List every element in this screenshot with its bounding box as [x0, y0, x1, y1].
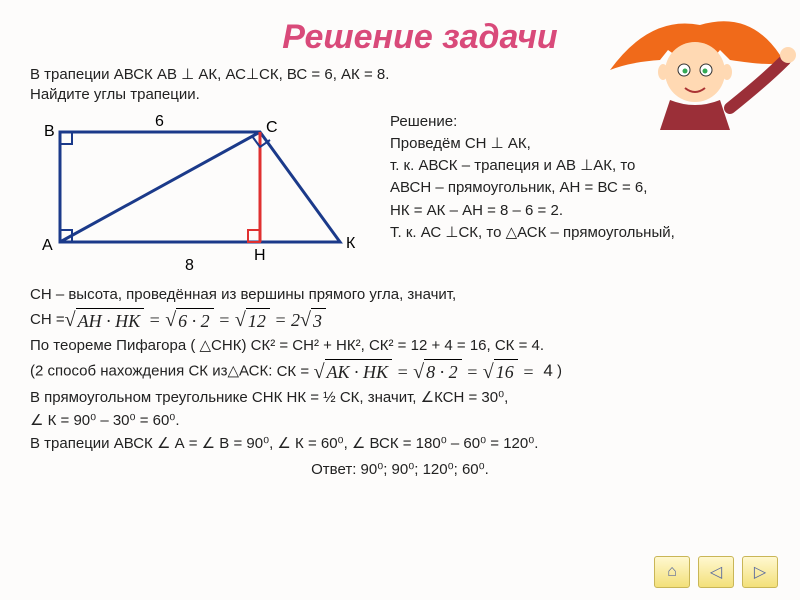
svg-text:С: С: [266, 119, 278, 136]
solution-line: По теореме Пифагора ( △СНК) СК² = СН² + …: [30, 336, 770, 356]
svg-text:Н: Н: [254, 247, 266, 264]
solution-line: В прямоугольном треугольнике СНК НК = ½ …: [30, 388, 770, 408]
formula-ch: СН = √АН · НК = √6 · 2 = √12 = 2 √3: [30, 308, 770, 333]
formula-ck: (2 способ нахождения СК из△АСК: СК = √АК…: [30, 359, 770, 384]
sol-line: АВСН – прямоугольник, АН = ВС = 6,: [390, 178, 770, 198]
solution-line: ∠ К = 90⁰ – 30⁰ = 60⁰.: [30, 411, 770, 431]
svg-text:В: В: [44, 123, 55, 140]
solution-line: В трапеции АВСК ∠ А = ∠ В = 90⁰, ∠ К = 6…: [30, 434, 770, 454]
nav-bar: ⌂ ◁ ▷: [654, 556, 778, 588]
sol-line: НК = АК – АН = 8 – 6 = 2.: [390, 201, 770, 221]
answer-line: Ответ: 90⁰; 90⁰; 120⁰; 60⁰.: [30, 460, 770, 480]
sol-line: т. к. АВСК – трапеция и АВ ⊥АК, то: [390, 156, 770, 176]
prev-button[interactable]: ◁: [698, 556, 734, 588]
trapezoid-diagram: 6 8 В С А К Н: [30, 112, 370, 282]
solution-line: СН – высота, проведённая из вершины прям…: [30, 285, 770, 305]
svg-text:А: А: [42, 237, 53, 254]
cartoon-image: [600, 0, 800, 140]
home-button[interactable]: ⌂: [654, 556, 690, 588]
sol-line: Т. к. АС ⊥СК, то △АСК – прямоугольный,: [390, 223, 770, 243]
svg-text:К: К: [346, 235, 356, 252]
next-button[interactable]: ▷: [742, 556, 778, 588]
svg-text:6: 6: [155, 113, 164, 130]
svg-text:8: 8: [185, 257, 194, 274]
